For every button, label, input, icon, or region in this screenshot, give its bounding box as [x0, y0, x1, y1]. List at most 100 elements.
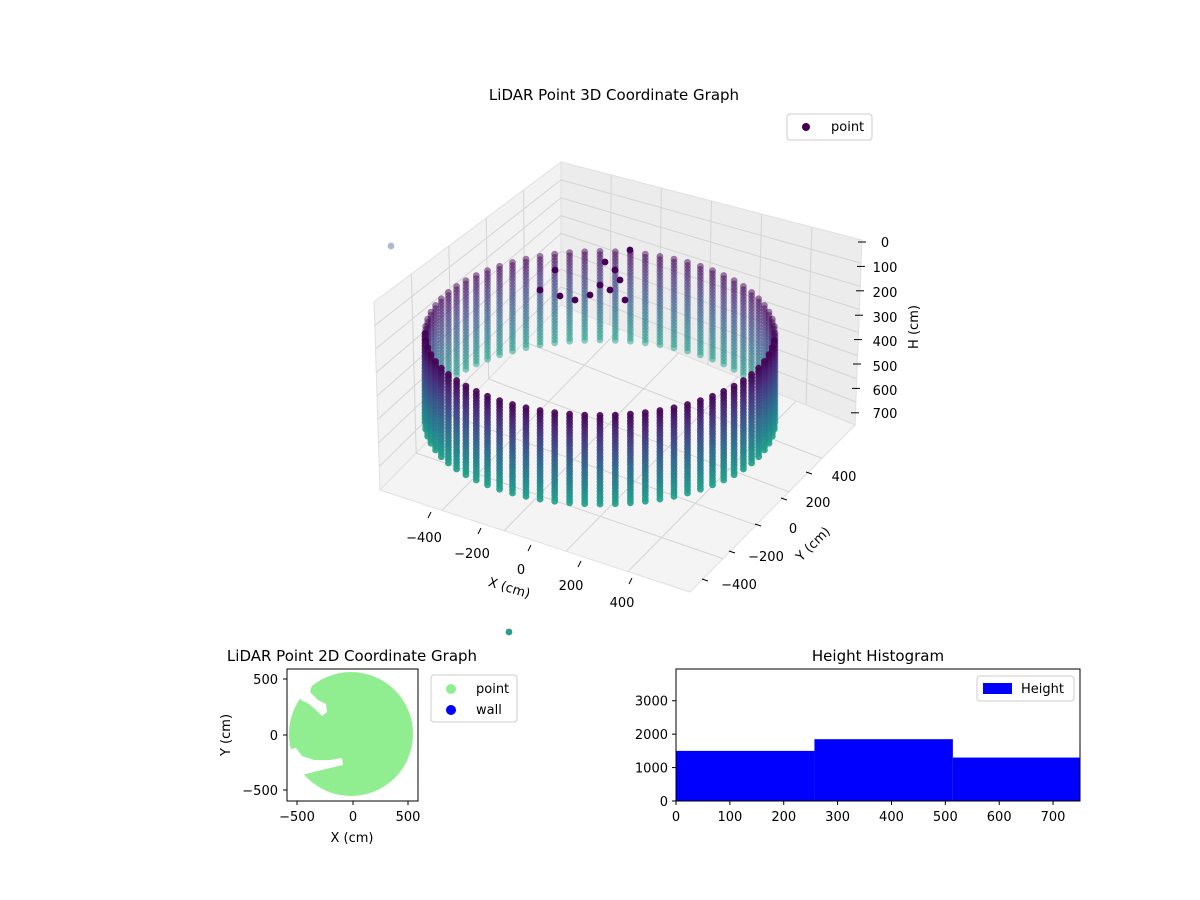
data-point — [496, 351, 503, 359]
data-point — [684, 489, 691, 497]
stray-point — [387, 242, 395, 250]
chart-3d-title: LiDAR Point 3D Coordinate Graph — [489, 86, 739, 104]
histogram-title: Height Histogram — [812, 647, 944, 665]
data-point — [536, 495, 544, 503]
data-point — [748, 459, 755, 467]
data-point — [596, 336, 604, 344]
data-point — [472, 476, 480, 484]
data-point — [462, 365, 470, 373]
y-tick-label: −400 — [721, 578, 757, 593]
x-tick-label: 400 — [879, 810, 904, 825]
x-axis-label-2d: X (cm) — [331, 831, 374, 846]
chart-3d: LiDAR Point 3D Coordinate Graph −400 −20… — [373, 86, 922, 636]
h-axis-label-3d: H (cm) — [907, 305, 922, 349]
data-point — [496, 485, 503, 493]
legend-histogram-label: Height — [1021, 682, 1064, 697]
histogram-bar — [952, 757, 1080, 801]
y-ticks-3d: −400 −200 0 200 400 — [721, 470, 856, 593]
data-point — [596, 500, 604, 508]
data-point — [536, 286, 544, 294]
h-tick-label: 500 — [873, 360, 898, 375]
h-tick-label: 600 — [873, 384, 898, 399]
legend-2d-marker-wall — [446, 705, 456, 715]
grid-line — [375, 197, 861, 350]
data-point — [684, 347, 691, 355]
y-tick-mark — [728, 550, 736, 554]
x-ticks-3d: −400 −200 0 200 400 — [406, 531, 634, 611]
data-point — [453, 465, 460, 473]
y-tick-label: 0 — [789, 522, 797, 537]
grid-line — [441, 328, 621, 511]
data-point — [522, 492, 530, 500]
stray-point — [505, 628, 513, 636]
x-tick-label: 400 — [610, 596, 635, 611]
grid-line — [565, 376, 738, 552]
data-point — [627, 499, 634, 507]
x-tick-label: 0 — [517, 563, 525, 578]
h-tick-label: 700 — [873, 407, 898, 422]
data-point — [641, 339, 649, 347]
grid-line — [452, 415, 757, 526]
data-point — [453, 371, 460, 379]
data-point — [581, 500, 589, 508]
legend-2d-label-wall: wall — [476, 703, 502, 718]
data-point — [509, 489, 516, 497]
data-point — [581, 336, 589, 344]
legend-3d-label: point — [831, 120, 864, 135]
gap-bottom-left — [287, 748, 343, 776]
data-point — [611, 266, 619, 274]
grid-line — [488, 378, 790, 493]
histogram-bar — [814, 739, 953, 801]
x-tick-label: 0 — [349, 810, 357, 825]
data-point — [611, 336, 619, 344]
data-point — [601, 258, 609, 266]
data-point — [509, 347, 516, 355]
x-axis-label-3d: X (cm) — [486, 575, 532, 602]
x-tick-mark — [427, 511, 432, 519]
data-point — [556, 292, 564, 300]
y-tick-label: 0 — [660, 795, 668, 810]
data-point — [484, 481, 491, 489]
histogram-bar — [676, 750, 815, 801]
data-point — [670, 344, 678, 352]
gap-left-edge — [287, 669, 295, 680]
y-tick-label: 500 — [253, 673, 278, 688]
h-ticks-3d: 0 100 200 300 400 500 600 700 — [851, 236, 897, 422]
data-point — [670, 492, 678, 500]
data-point — [697, 351, 704, 359]
data-point — [697, 485, 704, 493]
h-tick-label: 100 — [873, 261, 898, 276]
data-point — [551, 266, 559, 274]
x-tick-label: 500 — [933, 810, 958, 825]
point-region-2d — [287, 669, 413, 796]
h-tick-label: 300 — [873, 311, 898, 326]
x-tick-label: 700 — [1041, 810, 1066, 825]
data-point — [445, 459, 452, 467]
legend-2d-marker-point — [446, 684, 456, 694]
x-tick-mark — [477, 527, 482, 535]
legend-3d-frame — [786, 113, 873, 141]
y-tick-label: 2000 — [635, 728, 668, 743]
data-point — [462, 471, 470, 479]
x-tick-label: 100 — [717, 810, 742, 825]
data-point — [606, 286, 614, 294]
y-tick-mark — [805, 471, 813, 475]
chart-2d: LiDAR Point 2D Coordinate Graph −500 0 5… — [219, 647, 518, 846]
data-point — [730, 471, 738, 479]
x-tick-label: 0 — [672, 810, 680, 825]
data-point — [566, 337, 573, 345]
gap-top-left — [296, 685, 327, 716]
data-point — [432, 446, 439, 454]
x-tick-label: 500 — [396, 810, 421, 825]
y-tick-label: 200 — [806, 496, 831, 511]
x-tick-label: −200 — [454, 547, 490, 562]
grid-line — [503, 352, 679, 532]
y-tick-label: 1000 — [635, 762, 668, 777]
grid-line — [374, 179, 862, 326]
x-tick-mark — [577, 560, 582, 568]
data-point — [626, 246, 634, 254]
data-point — [720, 360, 728, 368]
data-point — [536, 341, 544, 349]
data-point — [438, 453, 445, 461]
data-point — [627, 337, 634, 345]
